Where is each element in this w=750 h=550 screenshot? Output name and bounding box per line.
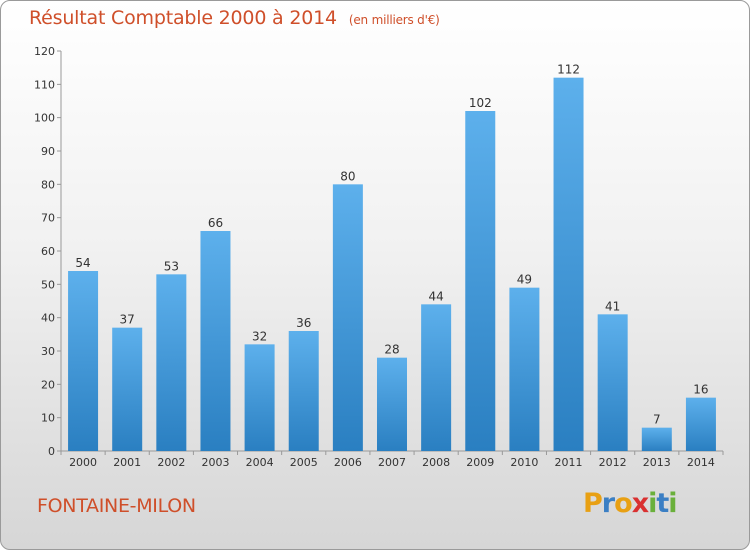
bar-2014: [685, 397, 716, 451]
x-tick-label: 2012: [599, 456, 627, 469]
logo-letter: i: [648, 488, 657, 519]
x-tick-label: 2008: [422, 456, 450, 469]
bars: 54 37 53 66 32 36 80 28 44 102 49 112 41 7 16: [68, 63, 716, 452]
y-tick-label: 70: [41, 212, 55, 225]
bar-2007: [377, 357, 407, 451]
x-tick-label: 2013: [643, 456, 671, 469]
y-tick-label: 120: [34, 45, 55, 58]
logo-letter: P: [583, 488, 603, 519]
y-tick-label: 0: [48, 445, 55, 458]
bar-2013: [641, 427, 672, 451]
x-tick-label: 2006: [334, 456, 362, 469]
x-tick-label: 2002: [157, 456, 185, 469]
y-tick-label: 10: [41, 412, 55, 425]
bar-2008: [421, 304, 452, 451]
x-tick-label: 2011: [555, 456, 583, 469]
logo-letter: t: [656, 488, 669, 519]
x-tick-label: 2003: [201, 456, 229, 469]
bar-2011: [553, 77, 584, 452]
x-tick-label: 2004: [246, 456, 274, 469]
x-tick-label: 2014: [687, 456, 715, 469]
y-tick-label: 80: [41, 178, 55, 191]
chart-title-text: Résultat Comptable 2000 à 2014: [29, 7, 337, 29]
bar-value-label: 80: [340, 169, 355, 183]
y-tick-label: 30: [41, 345, 55, 358]
chart-title: Résultat Comptable 2000 à 2014 (en millie…: [29, 7, 440, 29]
bar-2003: [200, 231, 231, 451]
y-tick-label: 40: [41, 312, 55, 325]
x-tick-label: 2010: [510, 456, 538, 469]
bar-value-label: 49: [517, 273, 532, 287]
bar-value-label: 7: [653, 413, 661, 427]
bar-value-label: 36: [296, 316, 311, 330]
chart-subtitle: (en milliers d'€): [348, 13, 440, 27]
proxiti-logo: Proxiti: [583, 488, 678, 519]
y-tick-label: 90: [41, 145, 55, 158]
x-tick-label: 2005: [290, 456, 318, 469]
y-tick-label: 50: [41, 278, 55, 291]
bar-value-label: 41: [605, 299, 620, 313]
bar-2010: [509, 287, 540, 451]
bar-2012: [597, 314, 628, 451]
y-tick-label: 60: [41, 245, 55, 258]
bar-2004: [244, 344, 275, 451]
x-tick-label: 2009: [466, 456, 494, 469]
bar-value-label: 16: [693, 383, 708, 397]
x-tick-label: 2001: [113, 456, 141, 469]
bar-2005: [288, 331, 319, 451]
y-tick-label: 110: [34, 78, 55, 91]
y-tick-label: 20: [41, 378, 55, 391]
bar-value-label: 102: [469, 96, 492, 110]
bar-value-label: 54: [75, 256, 90, 270]
bar-value-label: 66: [208, 216, 223, 230]
bar-2001: [112, 327, 143, 451]
logo-letter: x: [631, 488, 649, 519]
x-tick-label: 2007: [378, 456, 406, 469]
bar-value-label: 53: [164, 259, 179, 273]
bar-2006: [332, 184, 363, 452]
town-name: FONTAINE-MILON: [37, 495, 196, 517]
logo-letter: r: [601, 488, 615, 519]
bar-value-label: 28: [384, 343, 399, 357]
bar-value-label: 37: [120, 313, 135, 327]
logo-letter: i: [668, 488, 677, 519]
bar-value-label: 112: [557, 63, 580, 77]
bar-2000: [68, 271, 99, 451]
bar-2002: [156, 274, 187, 451]
bar-value-label: 44: [428, 289, 443, 303]
bar-value-label: 32: [252, 329, 267, 343]
logo-letter: o: [614, 488, 633, 519]
bar-2009: [465, 111, 496, 451]
y-tick-label: 100: [34, 112, 55, 125]
x-tick-label: 2000: [69, 456, 97, 469]
